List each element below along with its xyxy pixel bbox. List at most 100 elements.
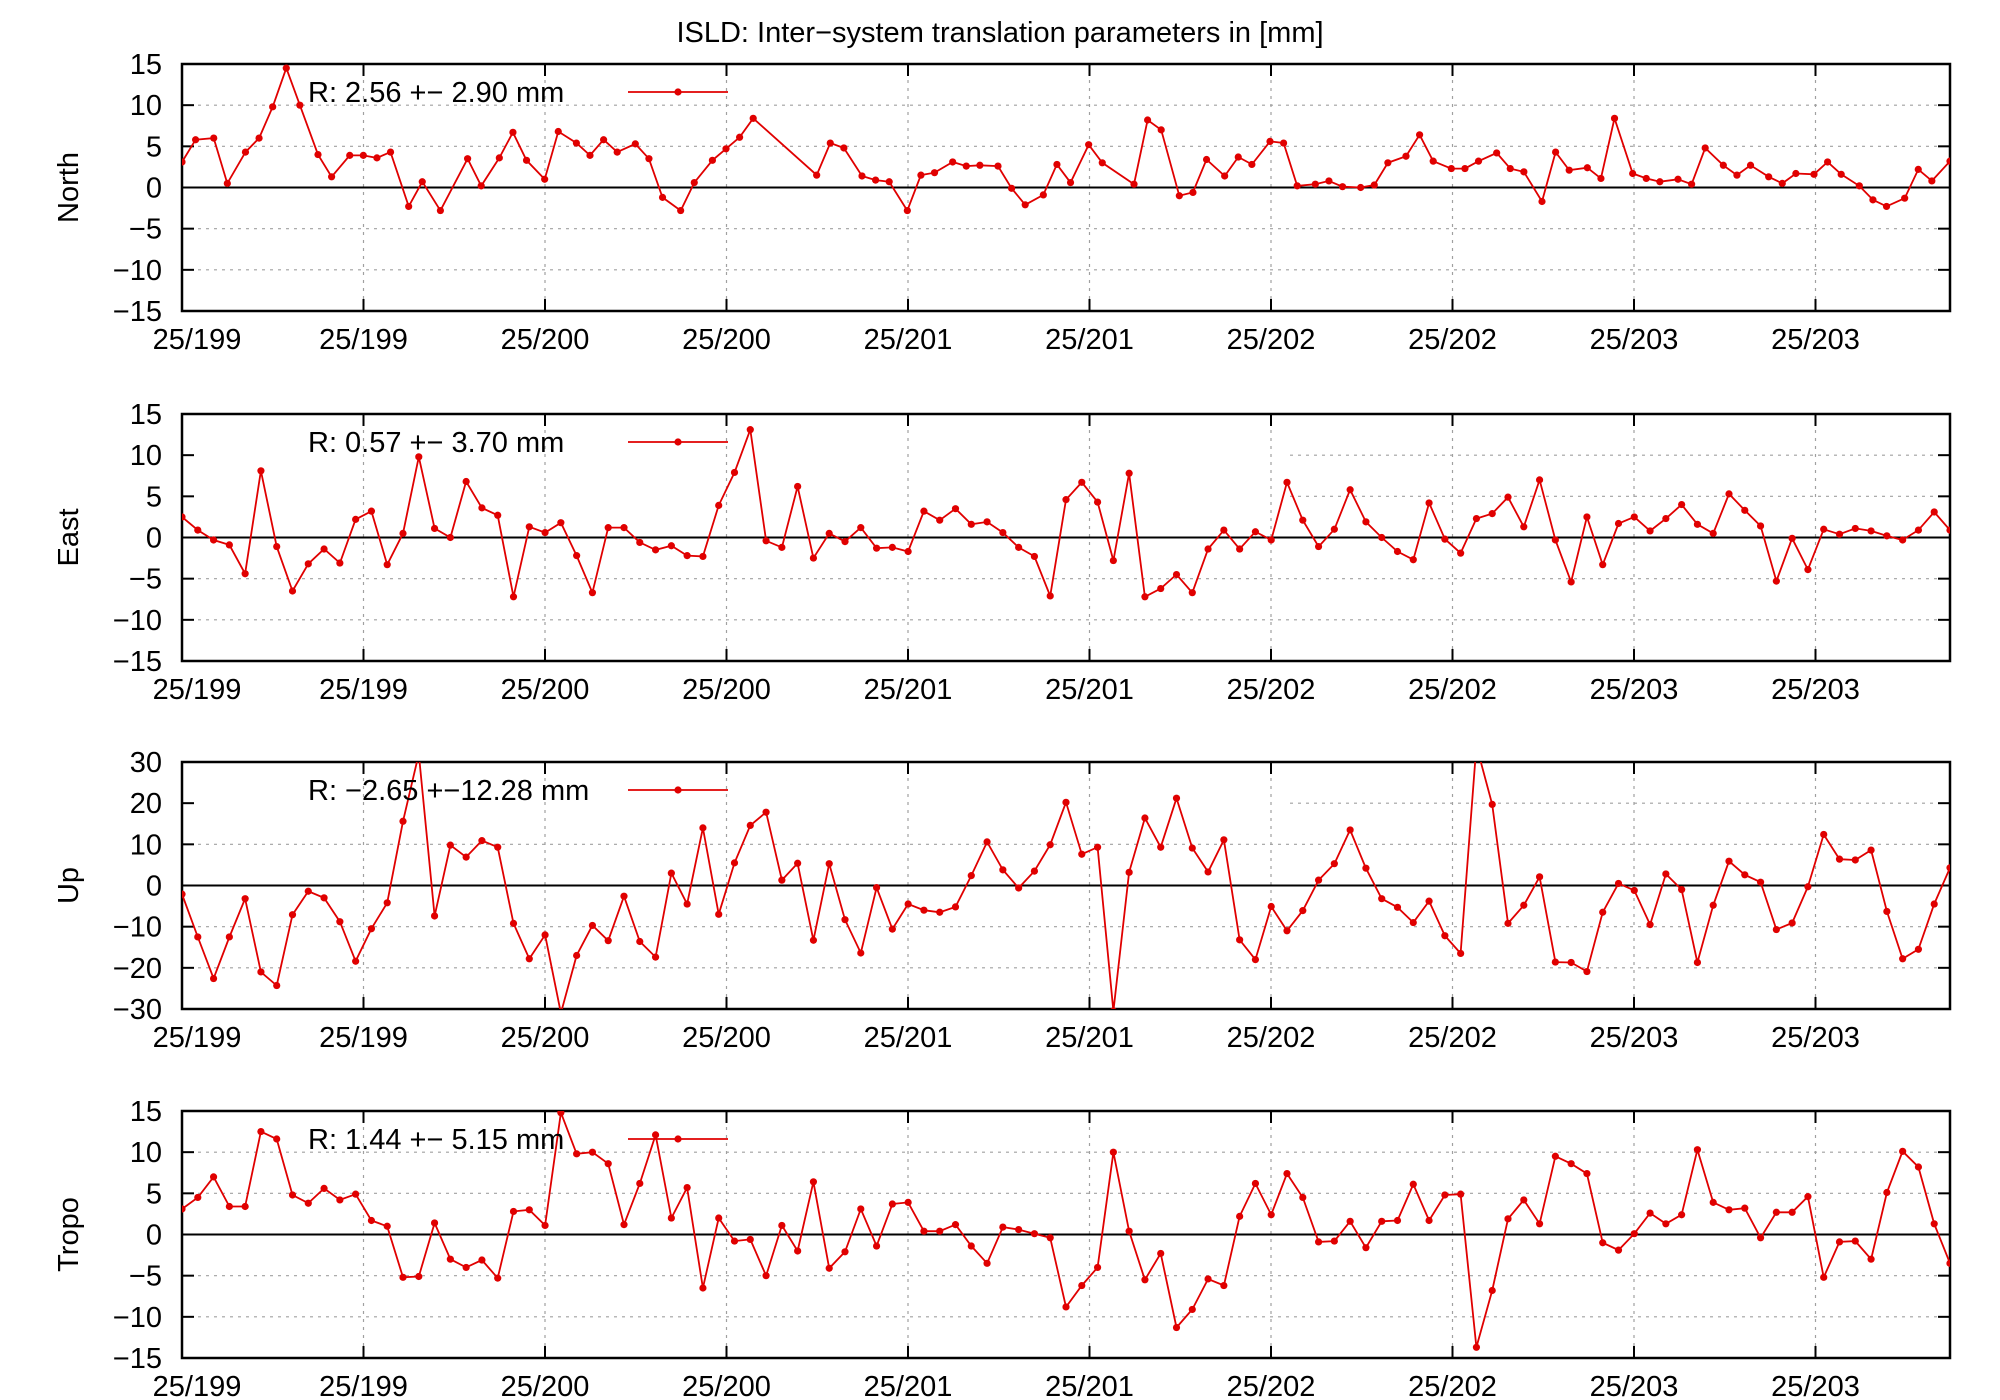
data-point — [762, 808, 770, 816]
data-point — [405, 202, 413, 211]
x-tick-label: 25/203 — [1590, 674, 1679, 706]
data-point — [1251, 956, 1260, 964]
data-point — [1236, 545, 1244, 553]
data-point — [573, 1150, 581, 1158]
data-point — [962, 162, 970, 170]
data-point — [415, 750, 422, 757]
data-point — [778, 543, 786, 551]
data-point — [904, 1198, 912, 1206]
data-point — [1583, 1169, 1591, 1178]
data-point — [1093, 1263, 1102, 1272]
data-point — [1362, 518, 1370, 526]
data-point — [209, 1173, 218, 1181]
data-point — [386, 148, 395, 156]
data-point — [1583, 164, 1591, 172]
data-point — [1157, 843, 1165, 851]
data-point — [604, 524, 612, 532]
y-tick-label: 20 — [130, 788, 162, 820]
y-tick-label: −15 — [113, 646, 162, 678]
data-point — [620, 1221, 628, 1229]
x-tick-label: 25/201 — [1045, 1022, 1134, 1054]
data-point — [1046, 592, 1054, 600]
data-point — [430, 1219, 439, 1227]
data-point — [936, 908, 944, 916]
data-point — [1535, 873, 1544, 881]
y-tick-label: 0 — [146, 871, 162, 903]
x-tick-label: 25/203 — [1590, 1371, 1679, 1400]
data-point — [296, 101, 304, 109]
data-point — [794, 482, 802, 491]
data-point — [1646, 921, 1654, 929]
data-point — [999, 528, 1007, 537]
data-point — [1614, 519, 1623, 528]
data-point — [1409, 1180, 1417, 1188]
data-point — [746, 1235, 754, 1244]
data-point — [1236, 936, 1244, 944]
data-point — [1899, 955, 1907, 963]
data-point — [1504, 919, 1512, 927]
data-point — [1157, 584, 1165, 593]
data-point — [1883, 1188, 1891, 1197]
data-point — [557, 1111, 565, 1117]
data-point — [1504, 493, 1512, 501]
x-tick-label: 25/202 — [1408, 324, 1497, 356]
data-point — [604, 1160, 612, 1168]
panel-tropo: −15 −10 −5 0 5 10 15 25/199 25/199 25/200 25/200 25… — [53, 1096, 1952, 1400]
data-point — [1330, 1237, 1338, 1245]
data-point — [225, 541, 233, 549]
data-point — [840, 144, 848, 152]
x-tick-label: 25/201 — [864, 1022, 953, 1054]
data-point — [1899, 536, 1907, 544]
data-point — [1756, 1234, 1765, 1242]
data-point — [1678, 886, 1686, 894]
data-point — [1946, 526, 1950, 534]
x-tick-label: 25/199 — [319, 324, 408, 356]
data-point — [1835, 1238, 1844, 1246]
data-point — [825, 529, 833, 537]
data-point — [715, 1214, 723, 1222]
data-point — [320, 545, 328, 553]
data-point — [509, 593, 518, 601]
y-tick-label: −15 — [113, 1343, 162, 1375]
data-point — [872, 883, 881, 892]
data-point — [920, 1227, 928, 1235]
y-tick-label: 10 — [130, 829, 162, 861]
data-point — [1130, 180, 1138, 188]
data-point — [826, 139, 834, 147]
data-point — [1804, 566, 1812, 574]
data-point — [1597, 174, 1605, 183]
x-tick-label: 25/203 — [1771, 1371, 1860, 1400]
data-point — [194, 526, 202, 534]
data-point — [1188, 1305, 1196, 1314]
data-point — [1504, 1215, 1512, 1223]
data-point — [651, 546, 660, 554]
x-tick-label: 25/199 — [319, 1022, 408, 1054]
data-point — [1901, 194, 1909, 202]
data-point — [1630, 886, 1638, 895]
data-point — [1867, 846, 1875, 854]
data-point — [1693, 958, 1702, 967]
data-point — [1172, 1323, 1181, 1332]
legend-marker — [674, 438, 682, 446]
data-point — [509, 1207, 518, 1216]
data-point — [1030, 552, 1039, 561]
data-point — [255, 134, 263, 142]
data-point — [1701, 144, 1709, 152]
data-point — [1678, 1211, 1686, 1219]
data-point — [1314, 542, 1323, 551]
data-point — [904, 547, 912, 556]
data-point — [1551, 1152, 1559, 1160]
data-point — [936, 516, 944, 524]
data-point — [1614, 879, 1623, 888]
data-point — [699, 552, 707, 561]
data-point — [194, 1193, 202, 1202]
data-point — [1946, 864, 1950, 872]
data-point — [478, 1256, 486, 1264]
x-tick-label: 25/202 — [1227, 674, 1316, 706]
data-point — [194, 933, 202, 941]
data-point — [1599, 561, 1607, 569]
data-point — [1662, 870, 1670, 878]
data-point — [1078, 1281, 1086, 1290]
data-point — [967, 520, 975, 528]
data-point — [708, 156, 717, 164]
